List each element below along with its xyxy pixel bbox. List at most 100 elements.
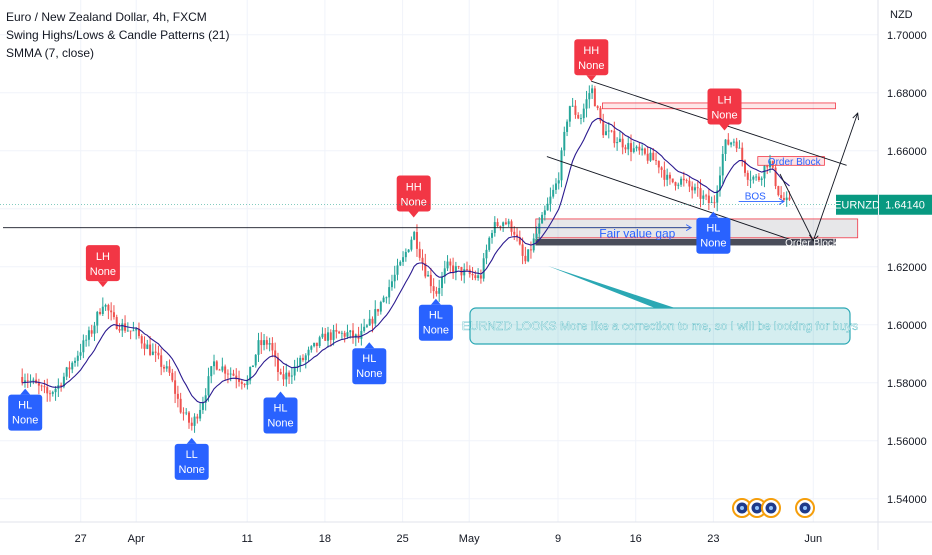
- candle[interactable]: [402, 257, 405, 262]
- candle[interactable]: [257, 340, 260, 355]
- candle[interactable]: [616, 142, 619, 144]
- candle[interactable]: [207, 376, 210, 396]
- candle[interactable]: [221, 366, 224, 371]
- ticker-symbol-box[interactable]: [836, 194, 878, 215]
- candle[interactable]: [518, 236, 521, 245]
- candle[interactable]: [635, 146, 638, 149]
- candle[interactable]: [168, 366, 171, 373]
- candle[interactable]: [621, 138, 624, 148]
- candle[interactable]: [179, 398, 182, 413]
- candle[interactable]: [210, 366, 213, 377]
- candle[interactable]: [385, 297, 388, 299]
- candle[interactable]: [568, 106, 571, 122]
- candle[interactable]: [707, 195, 710, 204]
- channel-lower[interactable]: [546, 156, 803, 245]
- candle[interactable]: [118, 328, 121, 331]
- candle[interactable]: [293, 366, 296, 376]
- candle[interactable]: [235, 375, 238, 380]
- candle[interactable]: [60, 385, 63, 387]
- candle[interactable]: [710, 202, 713, 204]
- candle[interactable]: [685, 180, 688, 182]
- candle[interactable]: [310, 346, 313, 350]
- candle[interactable]: [696, 187, 699, 189]
- candle[interactable]: [65, 367, 68, 377]
- candle[interactable]: [599, 107, 602, 121]
- economic-event-icon[interactable]: [747, 498, 767, 518]
- candle[interactable]: [577, 114, 580, 119]
- candle[interactable]: [713, 202, 716, 204]
- candle[interactable]: [602, 120, 605, 136]
- candle[interactable]: [777, 186, 780, 196]
- candle[interactable]: [566, 121, 569, 132]
- candle[interactable]: [610, 130, 613, 132]
- candle[interactable]: [124, 323, 127, 331]
- candle[interactable]: [752, 176, 755, 180]
- swing-high-label[interactable]: LH None: [85, 245, 120, 288]
- candle[interactable]: [279, 371, 282, 375]
- candle[interactable]: [99, 311, 102, 314]
- candle[interactable]: [224, 366, 227, 374]
- candle[interactable]: [363, 326, 366, 331]
- candle[interactable]: [479, 275, 482, 279]
- candle[interactable]: [413, 232, 416, 240]
- swing-high-label[interactable]: HH None: [574, 39, 609, 82]
- candle[interactable]: [160, 355, 163, 367]
- candle[interactable]: [307, 349, 310, 356]
- candle[interactable]: [596, 106, 599, 108]
- candle[interactable]: [452, 265, 455, 273]
- fair-value-gap-label[interactable]: Fair value gap: [599, 227, 675, 241]
- candle[interactable]: [329, 332, 332, 340]
- candle[interactable]: [541, 214, 544, 224]
- candle[interactable]: [90, 330, 93, 334]
- candle[interactable]: [466, 269, 468, 270]
- candle[interactable]: [276, 357, 279, 372]
- candle[interactable]: [93, 325, 96, 334]
- candle[interactable]: [407, 249, 410, 253]
- candle[interactable]: [649, 152, 652, 161]
- candle[interactable]: [757, 176, 760, 181]
- candle[interactable]: [96, 311, 99, 326]
- candle[interactable]: [755, 176, 758, 178]
- candle[interactable]: [23, 380, 26, 383]
- candle[interactable]: [677, 184, 680, 186]
- candle[interactable]: [324, 333, 327, 341]
- candle[interactable]: [282, 374, 285, 380]
- order-block-upper-label[interactable]: Order Block: [768, 157, 822, 168]
- candle[interactable]: [771, 161, 774, 168]
- candle[interactable]: [360, 330, 363, 339]
- candle[interactable]: [680, 178, 683, 185]
- candle[interactable]: [171, 372, 174, 381]
- swing-low-label[interactable]: HL None: [696, 211, 731, 254]
- candle[interactable]: [732, 141, 735, 143]
- candle[interactable]: [87, 330, 90, 340]
- candle[interactable]: [68, 367, 71, 370]
- candle[interactable]: [349, 330, 352, 333]
- swing-low-label[interactable]: HL None: [8, 388, 43, 431]
- order-block-lower-label[interactable]: Order Block: [785, 238, 839, 249]
- candle[interactable]: [527, 249, 530, 262]
- candle[interactable]: [591, 88, 594, 94]
- candle[interactable]: [477, 275, 480, 279]
- candle[interactable]: [443, 268, 446, 277]
- candle[interactable]: [382, 297, 385, 303]
- candle[interactable]: [482, 258, 485, 279]
- candle[interactable]: [76, 355, 79, 361]
- candle[interactable]: [457, 266, 460, 268]
- candle[interactable]: [474, 275, 477, 279]
- candle[interactable]: [271, 343, 274, 351]
- candle[interactable]: [418, 248, 421, 258]
- candle[interactable]: [162, 366, 165, 369]
- candle[interactable]: [390, 281, 393, 288]
- candle[interactable]: [449, 261, 452, 266]
- legend-indicator-swing[interactable]: Swing Highs/Lows & Candle Patterns (21): [6, 28, 230, 42]
- candle[interactable]: [502, 222, 505, 227]
- swing-low-label[interactable]: LL None: [174, 437, 209, 480]
- candle[interactable]: [585, 99, 588, 109]
- candle[interactable]: [185, 412, 188, 414]
- candle[interactable]: [538, 223, 541, 234]
- candle[interactable]: [780, 195, 783, 198]
- candle[interactable]: [37, 383, 40, 386]
- candle[interactable]: [104, 305, 107, 307]
- candle[interactable]: [410, 239, 413, 250]
